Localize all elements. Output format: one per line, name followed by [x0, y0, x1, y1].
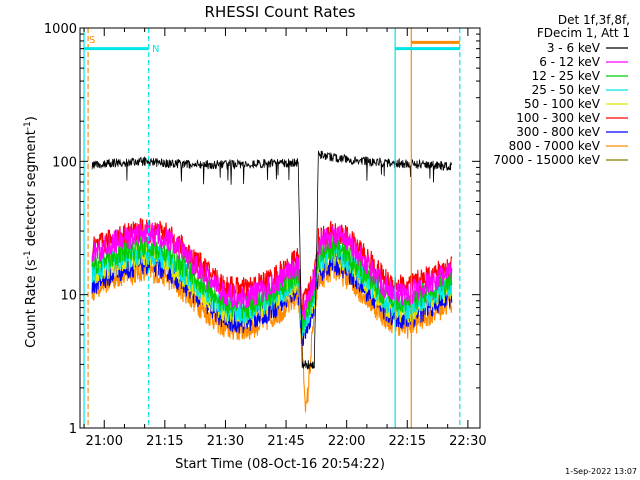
legend-label-5: 100 - 300 keV: [516, 111, 600, 125]
marker-layer: [83, 28, 461, 428]
legend-label-8: 7000 - 15000 keV: [493, 153, 600, 167]
svg-text:Count Rate (s-1 detector segme: Count Rate (s-1 detector segment-1): [23, 116, 39, 348]
legend-header-line-1: Det 1f,3f,8f,: [558, 13, 630, 27]
legend-label-2: 12 - 25 keV: [532, 69, 601, 83]
axis-layer: 21:00 21:15 21:30 21:45 22:00 22:15 22:30 1 10 10…: [44, 22, 487, 449]
series-line-1: [91, 222, 453, 320]
legend-label-7: 800 - 7000 keV: [509, 139, 601, 153]
x-tick-label-5: 22:15: [389, 434, 426, 449]
y-tick-label-1: 10: [60, 289, 77, 304]
legend-label-4: 50 - 100 keV: [524, 97, 601, 111]
y-axis-label-sup-1: -1: [23, 250, 33, 259]
x-tick-label-4: 22:00: [328, 434, 365, 449]
series-line-7: [91, 257, 453, 413]
attenuator-flag: S: [89, 35, 95, 46]
night-flag: N: [152, 44, 159, 55]
legend-entry-2: 12 - 25 keV: [532, 69, 628, 83]
series-layer: [91, 150, 453, 413]
y-tick-label-2: 100: [52, 155, 77, 170]
y-tick-label-3: 1000: [44, 22, 77, 37]
y-axis-label-mid: detector segment: [24, 130, 39, 250]
legend-label-0: 3 - 6 keV: [547, 41, 601, 55]
legend-entry-4: 50 - 100 keV: [524, 97, 628, 111]
timestamp: 1-Sep-2022 13:07: [565, 467, 637, 476]
y-axis-label-base: Count Rate (s: [24, 259, 39, 348]
series-line-0: [91, 150, 453, 370]
legend-entry-6: 300 - 800 keV: [516, 125, 628, 139]
legend: Det 1f,3f,8f, FDecim 1, Att 1 3 - 6 keV6…: [493, 13, 630, 167]
x-tick-label-2: 21:30: [207, 434, 244, 449]
x-tick-label-0: 21:00: [86, 434, 123, 449]
x-axis-label: Start Time (08-Oct-16 20:54:22): [175, 457, 385, 472]
y-axis-label-sup-2: -1: [23, 121, 33, 130]
plot-frame: [79, 27, 481, 429]
x-tick-label-6: 22:30: [449, 434, 486, 449]
legend-entry-7: 800 - 7000 keV: [509, 139, 628, 153]
y-tick-label-0: 1: [69, 422, 77, 437]
series-1: [91, 222, 453, 320]
series-0: [91, 150, 453, 370]
chart-title: RHESSI Count Rates: [205, 3, 356, 21]
legend-entry-3: 25 - 50 keV: [532, 83, 628, 97]
legend-label-6: 300 - 800 keV: [516, 125, 600, 139]
legend-header-line-2: FDecim 1, Att 1: [537, 26, 630, 40]
series-7: [91, 257, 453, 413]
y-axis-label: Count Rate (s-1 detector segment-1): [23, 116, 39, 348]
x-tick-label-3: 21:45: [267, 434, 304, 449]
legend-label-1: 6 - 12 keV: [539, 55, 601, 69]
legend-entry-1: 6 - 12 keV: [539, 55, 628, 69]
legend-label-3: 25 - 50 keV: [532, 83, 601, 97]
legend-entry-0: 3 - 6 keV: [547, 41, 628, 55]
y-axis-label-close: ): [24, 116, 39, 121]
legend-entry-8: 7000 - 15000 keV: [493, 153, 628, 167]
legend-entry-5: 100 - 300 keV: [516, 111, 628, 125]
x-tick-label-1: 21:15: [146, 434, 183, 449]
